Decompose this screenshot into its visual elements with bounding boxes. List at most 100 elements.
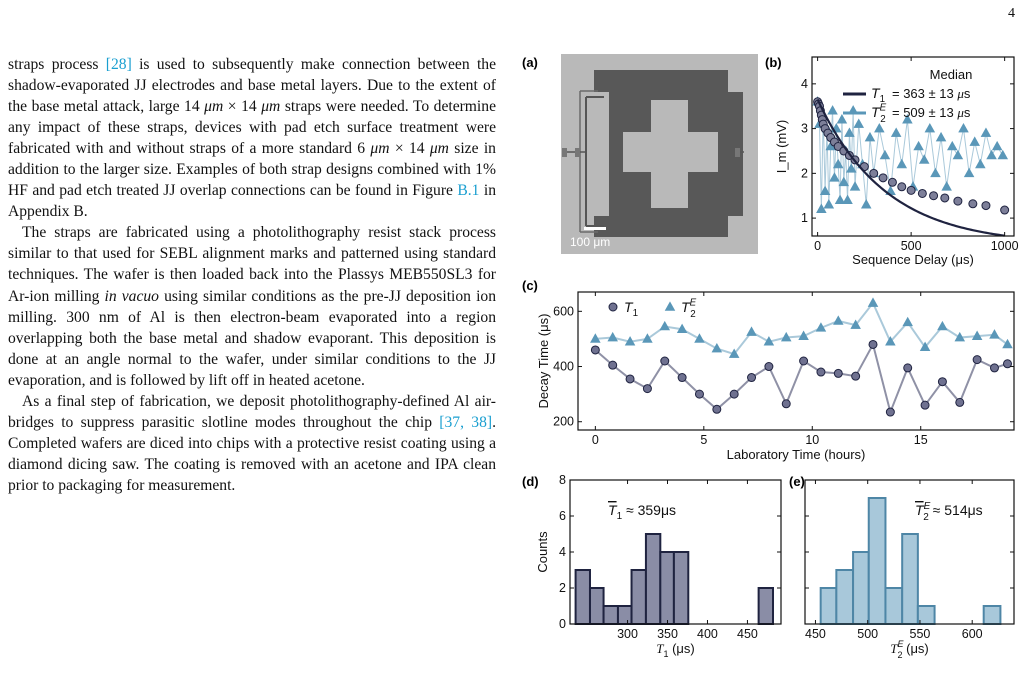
- y-tick-label: 400: [553, 360, 574, 374]
- text-run: using similar conditions as the pre-JJ d…: [8, 287, 496, 389]
- t1-point: [981, 201, 991, 211]
- t1-point: [781, 399, 791, 409]
- y-tick-label: 600: [553, 304, 574, 318]
- histogram-bar: [867, 497, 887, 625]
- chart-b: 0 500 1000 1 2 3 4 Sequence Delay (μs) I_m (mV) M…: [774, 56, 1019, 267]
- t1-point: [764, 362, 774, 372]
- t2e-point: [918, 154, 930, 164]
- y-tick-label: 6: [559, 509, 566, 523]
- histogram-bar: [588, 587, 605, 625]
- x-tick-label: 5: [700, 433, 707, 447]
- t2e-point: [659, 320, 671, 331]
- text-run: size in addition to the larger size. Exa…: [8, 140, 496, 200]
- t2e-point: [896, 158, 908, 169]
- x-axis-label: T1 (μs): [656, 641, 695, 659]
- t2e-point: [879, 149, 891, 160]
- t2e-point: [642, 333, 653, 343]
- legend-symbol-t1: T1: [871, 85, 885, 105]
- t2e-point: [991, 140, 1003, 151]
- t1-point: [868, 339, 878, 349]
- text-run: straps process: [8, 56, 106, 73]
- y-tick-label: 1: [801, 211, 808, 225]
- panel-label-e: (e): [789, 474, 805, 489]
- t2e-point: [980, 127, 992, 137]
- t2e-point: [890, 127, 902, 137]
- t2e-point: [885, 336, 896, 346]
- panel-label-d: (d): [522, 474, 539, 489]
- chart-c: 0 5 10 15 200 400 600 Laboratory Time (hours) De…: [536, 291, 1015, 462]
- histogram-bar: [852, 551, 870, 625]
- y-axis-label: Decay Time (μs): [536, 314, 551, 409]
- y-tick-label: 4: [559, 545, 566, 559]
- t2e-point: [902, 114, 913, 124]
- x-tick-label: 1000: [991, 239, 1019, 253]
- text-run: in vacuo: [104, 287, 159, 305]
- t2e-point: [844, 127, 855, 137]
- t2e-point: [834, 194, 846, 204]
- panel-label-a: (a): [522, 55, 538, 70]
- page-number: 4: [1008, 6, 1015, 21]
- histogram-bar: [602, 605, 619, 625]
- t1-point: [897, 182, 907, 192]
- t2e-point: [590, 333, 601, 343]
- panel-label-b: (b): [765, 55, 782, 70]
- citation-link[interactable]: B.1: [457, 182, 480, 200]
- t2e-point: [746, 326, 757, 336]
- t1-point: [937, 377, 947, 387]
- chart-d: 300 350 400 450 0 2 4 6 8 T1 (μs) T1 ≈ 359μs Counts: [535, 473, 782, 659]
- t1-point: [920, 400, 930, 410]
- y-tick-label: 2: [559, 581, 566, 595]
- y-tick-label: 4: [801, 77, 808, 91]
- t1-point: [694, 389, 704, 399]
- citation-link[interactable]: [37, 38]: [439, 413, 493, 431]
- t1-point: [953, 196, 963, 206]
- t1-point: [712, 404, 722, 414]
- t2e-point: [853, 118, 865, 128]
- t1-point: [747, 373, 757, 383]
- x-tick-label: 350: [657, 627, 678, 641]
- t2e-point: [607, 331, 618, 342]
- t1-point: [903, 363, 913, 373]
- x-tick-label: 300: [617, 627, 638, 641]
- t2e-point: [924, 122, 936, 133]
- t2e-point: [902, 316, 913, 327]
- t2e-point: [849, 181, 861, 191]
- plot-frame: [577, 291, 1015, 431]
- text-run: in Appendix B.: [8, 182, 497, 221]
- histogram-bar: [835, 569, 855, 625]
- t1-point: [989, 363, 999, 373]
- t2e-point: [947, 140, 958, 151]
- plot-frame: [811, 56, 1015, 237]
- citation-link[interactable]: [28]: [105, 56, 132, 73]
- text-run: μm: [261, 98, 281, 116]
- y-tick-label: 8: [559, 473, 566, 487]
- y-tick-label: 0: [559, 617, 566, 631]
- t2e-point: [763, 336, 775, 346]
- histogram-bar: [901, 533, 919, 625]
- t2e-point: [867, 297, 879, 307]
- text-run: μm: [429, 140, 449, 158]
- t1-point: [885, 407, 895, 417]
- t1-point: [968, 199, 978, 209]
- t2e-point: [833, 315, 844, 325]
- t1-point: [878, 173, 888, 183]
- t1-point: [917, 188, 927, 198]
- legend-text-t2e: = 509 ± 13 μs: [892, 105, 971, 120]
- t2e-point: [958, 122, 969, 133]
- t1-point: [677, 373, 687, 383]
- text-run: straps were needed. To determine any imp…: [8, 98, 496, 158]
- y-tick-label: 2: [801, 166, 808, 180]
- t2e-point: [997, 149, 1009, 160]
- t2e-point: [832, 158, 844, 169]
- legend-title: Median: [930, 67, 973, 82]
- y-axis-label: I_m (mV): [774, 120, 789, 173]
- t2e-point: [815, 322, 827, 332]
- x-tick-label: 500: [901, 239, 922, 253]
- scale-bar-label: 100 μm: [570, 235, 610, 249]
- t1-point: [642, 384, 652, 394]
- x-tick-label: 0: [814, 239, 821, 253]
- histogram-bar: [616, 605, 633, 625]
- t1-point: [940, 193, 950, 203]
- x-tick-label: 500: [857, 627, 878, 641]
